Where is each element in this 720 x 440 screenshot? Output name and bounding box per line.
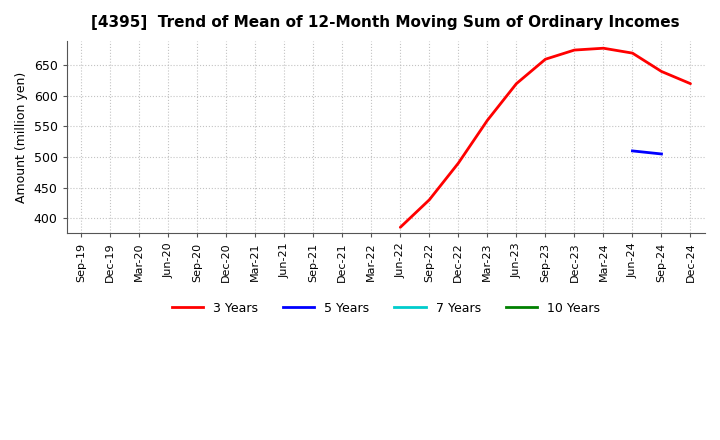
Title: [4395]  Trend of Mean of 12-Month Moving Sum of Ordinary Incomes: [4395] Trend of Mean of 12-Month Moving … <box>91 15 680 30</box>
Legend: 3 Years, 5 Years, 7 Years, 10 Years: 3 Years, 5 Years, 7 Years, 10 Years <box>166 297 605 319</box>
Y-axis label: Amount (million yen): Amount (million yen) <box>15 72 28 203</box>
